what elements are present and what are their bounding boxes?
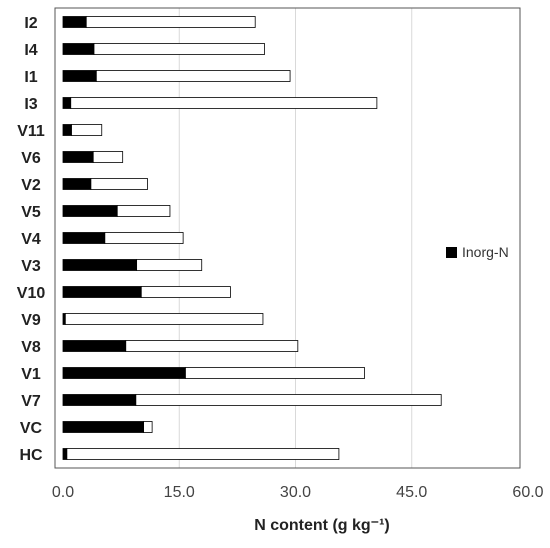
category-label-v6: V6	[21, 150, 41, 167]
x-axis-title: N content (g kg⁻¹)	[254, 517, 390, 534]
bar-v7-seg1	[135, 394, 442, 406]
bar-v10-seg1	[140, 286, 231, 298]
bar-v8-seg0	[62, 340, 127, 352]
bar-v6-seg1	[92, 151, 124, 163]
category-label-v10: V10	[17, 285, 46, 302]
x-tick-labels: 0.0 15.0 30.0 45.0 60.0	[52, 484, 544, 501]
category-label-v3: V3	[21, 258, 41, 275]
category-label-i4: I4	[24, 42, 37, 59]
category-label-v9: V9	[21, 312, 41, 329]
bar-v3-seg0	[62, 259, 138, 271]
bar-v3-seg1	[136, 259, 203, 271]
category-label-v4: V4	[21, 231, 41, 248]
legend: Inorg-N	[446, 244, 509, 260]
bar-v5-seg0	[62, 205, 118, 217]
bar-v11-seg1	[71, 124, 103, 136]
bar-v5-seg1	[116, 205, 171, 217]
bar-v8-seg1	[125, 340, 299, 352]
category-labels: I2 I4 I1 I3 V11 V6 V2 V5 V4 V3 V10 V9 V8 V1 V7 VC HC	[17, 15, 46, 464]
x-tick-label: 0.0	[52, 484, 74, 501]
category-label-v5: V5	[21, 204, 41, 221]
bar-hc-seg0	[62, 448, 68, 460]
category-label-hc: HC	[19, 447, 43, 464]
x-tick-label: 45.0	[396, 484, 427, 501]
legend-swatch-inorg-n	[446, 247, 457, 258]
bar-i2-seg1	[85, 16, 256, 28]
bar-v4-seg1	[104, 232, 184, 244]
bar-i3-seg1	[70, 97, 378, 109]
legend-label-inorg-n: Inorg-N	[462, 244, 509, 260]
bar-v1-seg0	[62, 367, 186, 379]
bar-v11-seg0	[62, 124, 72, 136]
category-label-i2: I2	[24, 15, 37, 32]
bar-i3-seg0	[62, 97, 72, 109]
category-label-v11: V11	[17, 123, 45, 140]
bar-v4-seg0	[62, 232, 106, 244]
x-tick-label: 30.0	[280, 484, 311, 501]
bar-i2-seg0	[62, 16, 87, 28]
category-label-v8: V8	[21, 339, 41, 356]
bar-v7-seg0	[62, 394, 137, 406]
category-label-v2: V2	[21, 177, 41, 194]
bar-v10-seg0	[62, 286, 142, 298]
x-tick-label: 60.0	[512, 484, 543, 501]
category-label-v7: V7	[21, 393, 41, 410]
bar-v6-seg0	[62, 151, 94, 163]
bar-v2-seg1	[90, 178, 148, 190]
bar-i1-seg1	[95, 70, 291, 82]
bar-vc-seg0	[62, 421, 144, 433]
category-label-v1: V1	[21, 366, 41, 383]
bar-v2-seg0	[62, 178, 92, 190]
category-label-i3: I3	[24, 96, 37, 113]
bar-i4-seg1	[93, 43, 265, 55]
category-label-vc: VC	[20, 420, 43, 437]
plot-frame	[54, 7, 521, 469]
x-tick-label: 15.0	[164, 484, 195, 501]
bar-v9-seg1	[64, 313, 264, 325]
bar-hc-seg1	[66, 448, 340, 460]
category-label-i1: I1	[24, 69, 37, 86]
bars	[62, 16, 442, 460]
bar-i1-seg0	[62, 70, 97, 82]
bar-v1-seg1	[185, 367, 365, 379]
bar-i4-seg0	[62, 43, 95, 55]
bar-vc-seg1	[143, 421, 153, 433]
